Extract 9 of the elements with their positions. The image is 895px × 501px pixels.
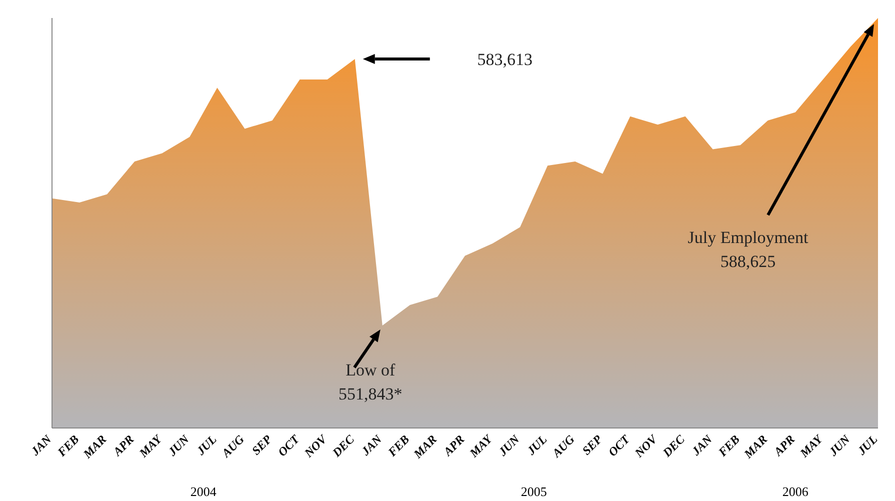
annotation: Low of 551,843* — [338, 360, 402, 404]
annotation: 583,613 — [477, 50, 532, 69]
x-tick-label: JUL — [524, 432, 550, 458]
text: 2004 — [190, 484, 217, 499]
text: 2005 — [520, 484, 547, 499]
annotation: July Employment 588,625 — [688, 228, 808, 271]
text: 2006 — [782, 484, 809, 499]
x-tick-label: JUL — [193, 432, 220, 458]
x-tick-label: JUL — [854, 432, 880, 458]
